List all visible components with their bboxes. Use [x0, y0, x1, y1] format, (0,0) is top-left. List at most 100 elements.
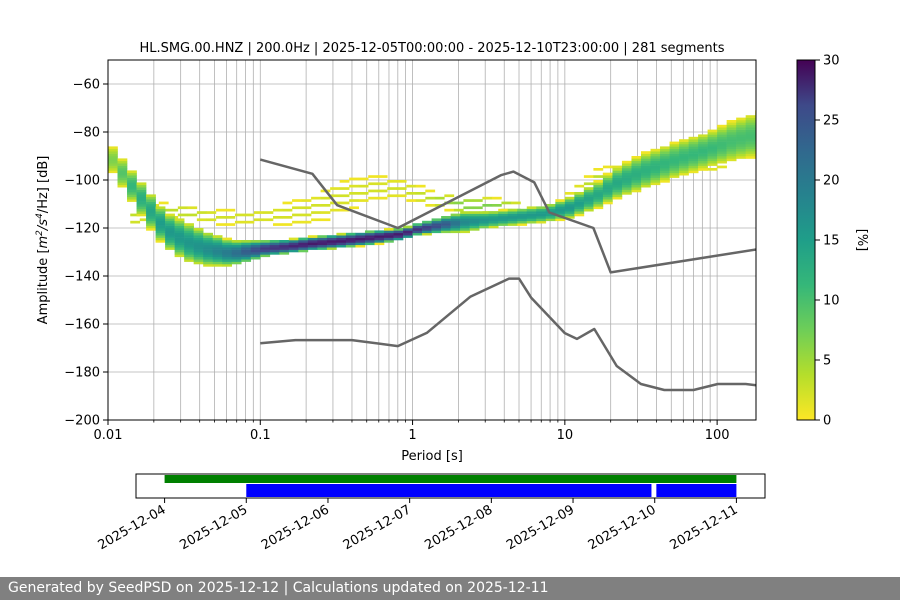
heatmap-cell: [345, 240, 356, 243]
heatmap-cell: [679, 151, 689, 154]
heatmap-cell: [736, 153, 746, 157]
heatmap-cell: [212, 242, 223, 246]
heatmap-cell: [660, 177, 670, 181]
colorbar-tick-label: 20: [823, 174, 840, 189]
heatmap-cell: [517, 211, 528, 214]
heatmap-cell: [231, 244, 242, 248]
heatmap-cell: [311, 218, 321, 222]
heatmap-cell: [127, 196, 137, 200]
heatmap-cell: [422, 228, 432, 231]
heatmap-cell: [707, 158, 718, 162]
heatmap-cell: [593, 175, 604, 178]
heatmap-cell: [717, 136, 727, 140]
heatmap-cell: [736, 122, 746, 126]
heatmap-cell: [545, 204, 556, 207]
heatmap-cell: [108, 151, 118, 154]
heatmap-cell: [726, 151, 737, 154]
heatmap-cell: [679, 165, 689, 169]
heatmap-cell: [574, 213, 585, 217]
heatmap-cell: [460, 220, 470, 224]
timeline-date-label: 2025-12-11: [667, 502, 740, 553]
heatmap-cell: [602, 180, 613, 183]
heatmap-cell: [526, 218, 537, 222]
heatmap-cell: [212, 244, 223, 248]
heatmap-cell: [707, 151, 718, 154]
heatmap-cell: [726, 146, 737, 150]
heatmap-cell: [574, 196, 585, 200]
heatmap-cell: [736, 156, 746, 159]
heatmap-cell: [336, 240, 347, 243]
heatmap-cell: [453, 201, 464, 205]
plot-frame: [107, 59, 757, 421]
heatmap-cell: [155, 206, 166, 210]
heatmap-cell: [269, 252, 280, 255]
heatmap-cell: [698, 151, 708, 154]
heatmap-cell: [431, 220, 442, 224]
heatmap-cell: [755, 144, 756, 147]
heatmap-cell: [593, 204, 604, 207]
heatmap-cell: [174, 225, 185, 229]
heatmap-cell: [640, 184, 651, 188]
heatmap-cell: [555, 201, 566, 205]
heatmap-cell: [479, 218, 490, 222]
heatmap-cell: [374, 237, 385, 241]
colorbar-label: [%]: [854, 229, 869, 252]
heatmap-cell: [193, 256, 204, 260]
heatmap-cell: [755, 129, 756, 133]
heatmap-cell: [707, 134, 718, 138]
heatmap-cell: [574, 192, 585, 195]
heatmap-cell: [184, 247, 194, 250]
heatmap-cell: [127, 187, 137, 190]
heatmap-cell: [745, 124, 756, 128]
heatmap-cell: [583, 182, 594, 186]
heatmap-cell: [717, 148, 727, 152]
heatmap-cell: [679, 170, 689, 174]
heatmap-cell: [621, 180, 632, 183]
heatmap-cell: [288, 247, 299, 250]
heatmap-cell: [669, 163, 680, 166]
heatmap-cell: [355, 232, 366, 236]
heatmap-cell: [174, 240, 185, 243]
heatmap-cell: [441, 225, 451, 229]
heatmap-cell: [108, 156, 118, 159]
heatmap-cell: [717, 160, 727, 164]
heatmap-cell: [184, 237, 194, 241]
heatmap-cell: [155, 223, 166, 226]
heatmap-cell: [165, 225, 175, 229]
heatmap-cell: [698, 136, 708, 140]
heatmap-cell: [136, 208, 147, 212]
heatmap-cell: [707, 148, 718, 152]
heatmap-cell: [403, 235, 413, 238]
heatmap-cell: [717, 132, 727, 135]
heatmap-cell: [460, 216, 470, 219]
heatmap-cell: [679, 172, 689, 176]
heatmap-cell: [425, 204, 436, 207]
plot-area: 0.01 0.1 1 10 100 −60 −80 −100 −120 −140 −160 −180…: [64, 59, 757, 443]
heatmap-cell: [469, 220, 480, 224]
heatmap-cell: [317, 235, 328, 238]
heatmap-cell: [288, 237, 299, 241]
heatmap-cell: [279, 249, 290, 253]
heatmap-cell: [298, 242, 309, 246]
heatmap-cell: [155, 218, 166, 222]
heatmap-cell: [688, 144, 699, 147]
heatmap-cell: [669, 151, 680, 154]
heatmap-cell: [311, 196, 321, 200]
heatmap-cell: [203, 244, 213, 248]
heatmap-cell: [745, 153, 756, 157]
colorbar: 0 5 10 15 20 25 30 [%]: [796, 54, 869, 429]
heatmap-cell: [241, 256, 252, 260]
heatmap-cell: [403, 228, 413, 231]
heatmap-cell: [203, 256, 213, 260]
heatmap-cell: [602, 194, 613, 198]
heatmap-cell: [301, 213, 312, 217]
y-tick-label: −140: [64, 270, 100, 285]
heatmap-cell: [507, 220, 518, 224]
heatmap-cell: [377, 189, 388, 193]
heatmap-cell: [241, 254, 252, 258]
psd-heatmap: [108, 110, 756, 267]
heatmap-cell: [117, 172, 128, 176]
heatmap-cell: [358, 192, 369, 195]
heatmap-cell: [469, 223, 480, 226]
